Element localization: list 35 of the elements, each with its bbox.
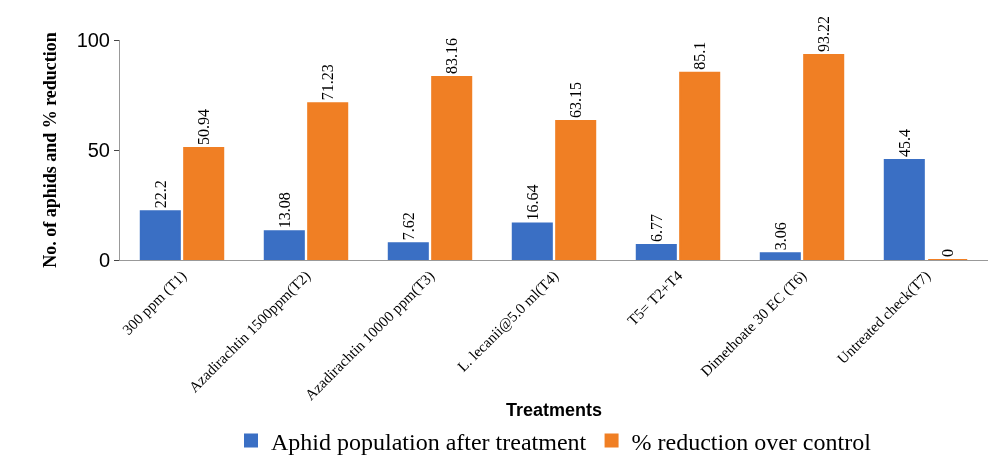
y-tick-label: 50 [87, 139, 110, 161]
bar [183, 146, 225, 260]
y-axis-title: No. of aphids and % reduction [39, 32, 60, 268]
data-label: 83.16 [443, 38, 461, 75]
bar [803, 53, 845, 260]
bar [511, 222, 553, 260]
data-label: 6.77 [647, 214, 665, 243]
data-label: 3.06 [771, 222, 789, 251]
data-label: 45.4 [895, 129, 913, 158]
y-tick-label: 0 [98, 249, 110, 271]
data-label: 0 [939, 249, 957, 257]
bar [431, 76, 473, 260]
bar [263, 230, 305, 260]
data-label: 7.62 [399, 212, 417, 241]
data-label: 93.22 [815, 15, 833, 52]
data-label: 22.2 [151, 180, 169, 209]
bar [387, 242, 429, 260]
legend-label: % reduction over control [631, 428, 872, 455]
bar [555, 120, 597, 260]
data-label: 16.64 [523, 184, 541, 221]
data-label: 13.08 [275, 192, 293, 229]
bar [139, 210, 181, 260]
bar [759, 252, 801, 260]
legend-label: Aphid population after treatment [271, 428, 587, 455]
data-label: 85.1 [691, 41, 709, 70]
data-label: 50.94 [195, 108, 213, 145]
bar [635, 244, 677, 260]
bar [307, 102, 349, 260]
data-label: 63.15 [567, 82, 585, 119]
x-tick-label: 300 ppm (T1) [119, 267, 191, 339]
data-label: 71.23 [319, 64, 337, 101]
bar [883, 159, 925, 260]
x-axis-title: Treatments [505, 400, 603, 421]
y-tick-label: 100 [76, 29, 110, 51]
bar [679, 71, 721, 260]
